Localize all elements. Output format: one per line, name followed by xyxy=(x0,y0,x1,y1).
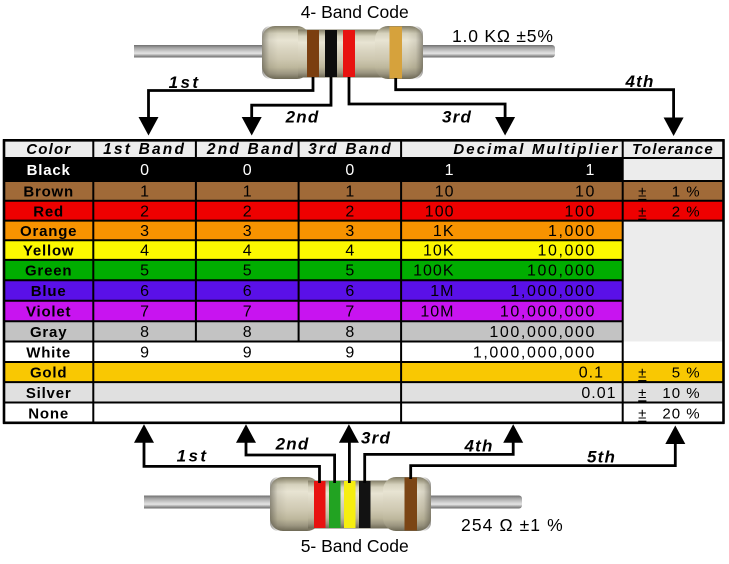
svg-text:4th: 4th xyxy=(624,72,654,91)
svg-text:1st: 1st xyxy=(169,73,201,92)
svg-text:6: 6 xyxy=(345,283,354,300)
svg-text:1,000,000: 1,000,000 xyxy=(510,283,596,300)
svg-text:±: ± xyxy=(638,203,646,220)
svg-text:6: 6 xyxy=(140,283,149,300)
svg-text:7: 7 xyxy=(140,304,149,321)
svg-text:1,000,000,000: 1,000,000,000 xyxy=(473,344,596,361)
svg-text:10K: 10K xyxy=(423,243,454,260)
svg-text:±: ± xyxy=(638,365,646,382)
svg-text:Color: Color xyxy=(26,141,71,158)
svg-text:100: 100 xyxy=(425,203,455,220)
svg-text:5- Band Code: 5- Band Code xyxy=(301,536,409,556)
svg-text:0.01: 0.01 xyxy=(581,385,616,402)
svg-text:Red: Red xyxy=(33,203,64,220)
svg-text:7: 7 xyxy=(243,304,252,321)
svg-text:3: 3 xyxy=(345,223,354,240)
svg-text:1: 1 xyxy=(345,184,354,201)
svg-text:1 %: 1 % xyxy=(672,184,701,201)
svg-text:100: 100 xyxy=(565,203,597,220)
svg-text:4: 4 xyxy=(243,243,252,260)
svg-text:0: 0 xyxy=(243,162,252,179)
svg-text:Yellow: Yellow xyxy=(23,243,75,260)
svg-text:6: 6 xyxy=(243,283,252,300)
svg-text:9: 9 xyxy=(243,344,252,361)
svg-text:4th: 4th xyxy=(463,436,493,455)
svg-text:5 %: 5 % xyxy=(672,365,701,382)
svg-text:1: 1 xyxy=(243,184,252,201)
svg-text:1: 1 xyxy=(445,162,455,179)
svg-text:10 %: 10 % xyxy=(662,385,700,402)
svg-text:20 %: 20 % xyxy=(662,405,700,422)
svg-text:Gray: Gray xyxy=(30,324,67,341)
svg-text:±: ± xyxy=(638,405,646,422)
svg-text:Violet: Violet xyxy=(26,304,71,321)
svg-text:±: ± xyxy=(638,385,646,402)
svg-text:Black: Black xyxy=(27,162,71,179)
svg-text:4: 4 xyxy=(140,243,149,260)
svg-text:8: 8 xyxy=(243,324,252,341)
svg-text:1.0 KΩ ±5%: 1.0 KΩ ±5% xyxy=(452,26,554,46)
svg-text:1: 1 xyxy=(586,162,597,179)
svg-text:3rd Band: 3rd Band xyxy=(308,141,393,158)
svg-text:3: 3 xyxy=(243,223,252,240)
svg-text:Silver: Silver xyxy=(26,385,72,402)
svg-text:Tolerance: Tolerance xyxy=(632,141,714,158)
svg-text:0.1: 0.1 xyxy=(579,365,604,382)
svg-text:2: 2 xyxy=(345,203,354,220)
svg-text:1st Band: 1st Band xyxy=(103,141,186,158)
svg-text:3rd: 3rd xyxy=(442,108,472,127)
svg-text:2 %: 2 % xyxy=(672,203,701,220)
svg-text:100K: 100K xyxy=(413,263,454,280)
svg-text:10: 10 xyxy=(435,184,455,201)
svg-text:0: 0 xyxy=(345,162,354,179)
svg-text:10,000,000: 10,000,000 xyxy=(500,304,596,321)
svg-text:±: ± xyxy=(638,184,646,201)
svg-text:8: 8 xyxy=(345,324,354,341)
svg-text:1M: 1M xyxy=(430,283,454,300)
svg-text:1: 1 xyxy=(140,184,149,201)
svg-text:5: 5 xyxy=(243,263,252,280)
svg-text:100,000,000: 100,000,000 xyxy=(489,324,596,341)
svg-text:Orange: Orange xyxy=(20,223,77,240)
svg-text:3rd: 3rd xyxy=(361,429,391,448)
svg-text:254 Ω ±1 %: 254 Ω ±1 % xyxy=(461,515,564,535)
svg-text:100,000: 100,000 xyxy=(527,263,596,280)
svg-text:10,000: 10,000 xyxy=(537,243,596,260)
svg-text:White: White xyxy=(26,344,71,361)
svg-text:2nd Band: 2nd Band xyxy=(206,141,295,158)
svg-text:4- Band Code: 4- Band Code xyxy=(301,2,409,22)
svg-text:5th: 5th xyxy=(587,448,616,467)
svg-text:5: 5 xyxy=(140,263,149,280)
svg-text:Green: Green xyxy=(25,263,72,280)
svg-text:2: 2 xyxy=(140,203,149,220)
svg-text:2nd: 2nd xyxy=(275,435,310,454)
svg-text:Blue: Blue xyxy=(31,283,67,300)
svg-text:2nd: 2nd xyxy=(285,108,320,127)
svg-text:5: 5 xyxy=(345,263,354,280)
svg-text:Decimal Multiplier: Decimal Multiplier xyxy=(453,141,619,158)
svg-text:1st: 1st xyxy=(177,446,209,465)
svg-text:Brown: Brown xyxy=(23,184,74,201)
svg-text:3: 3 xyxy=(140,223,149,240)
svg-text:1,000: 1,000 xyxy=(548,223,596,240)
svg-text:None: None xyxy=(28,405,69,422)
svg-text:9: 9 xyxy=(345,344,354,361)
svg-text:0: 0 xyxy=(140,162,149,179)
svg-text:2: 2 xyxy=(243,203,252,220)
svg-text:7: 7 xyxy=(345,304,354,321)
svg-text:9: 9 xyxy=(140,344,149,361)
svg-text:4: 4 xyxy=(345,243,354,260)
svg-text:10M: 10M xyxy=(420,304,454,321)
svg-text:1K: 1K xyxy=(433,223,455,240)
svg-text:Gold: Gold xyxy=(30,365,67,382)
svg-text:10: 10 xyxy=(575,184,596,201)
svg-text:8: 8 xyxy=(140,324,149,341)
